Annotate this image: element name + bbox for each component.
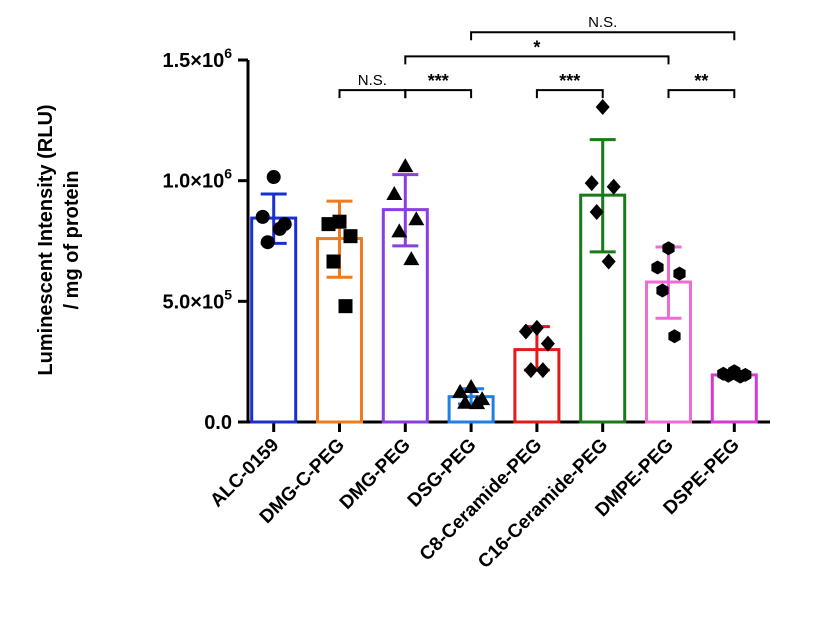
point-0-1 xyxy=(255,209,270,224)
significance-brackets: N.S. *** *** ***N.S. xyxy=(338,14,736,99)
point-1-2 xyxy=(343,229,358,244)
point-0-3 xyxy=(260,235,275,250)
point-7-4 xyxy=(734,369,747,384)
y-axis-title-line2: / mg of protein xyxy=(61,171,83,310)
category-label-2: DMG-PEG xyxy=(336,435,415,514)
y-tick-label-3: 1.5×106 xyxy=(162,45,232,72)
point-4-1 xyxy=(518,323,533,340)
axes: 0.0 5.0×105 1.0×106 1.5×106 xyxy=(162,45,770,434)
point-3-4 xyxy=(469,395,486,410)
point-2-1 xyxy=(386,185,403,200)
point-4-0 xyxy=(529,319,544,336)
y-tick-label-1: 5.0×105 xyxy=(162,286,232,313)
category-label-5: C16-Ceramide-PEG xyxy=(474,435,612,573)
point-5-0 xyxy=(595,99,610,116)
point-6-3 xyxy=(656,283,669,298)
bracket-label-5: N.S. xyxy=(588,14,617,31)
point-5-1 xyxy=(584,175,599,192)
y-tick-label-2: 1.0×106 xyxy=(162,166,232,193)
point-3-1 xyxy=(452,383,469,398)
bracket-4 xyxy=(404,55,670,65)
bracket-label-0: N.S. xyxy=(358,72,387,89)
point-5-4 xyxy=(601,253,616,270)
bracket-0 xyxy=(338,89,407,99)
point-7-3 xyxy=(722,368,735,383)
point-6-2 xyxy=(673,266,686,281)
bracket-5 xyxy=(470,31,736,41)
point-0-4 xyxy=(272,221,287,236)
y-axis-title-line1: Luminescent Intensity (RLU) xyxy=(35,104,57,375)
y-tick-label-0: 0.0 xyxy=(204,412,232,434)
category-label-4: C8-Ceramide-PEG xyxy=(416,435,547,566)
bracket-label-3: ** xyxy=(694,71,708,91)
point-3-3 xyxy=(457,394,474,409)
bracket-label-1: *** xyxy=(428,71,449,91)
point-0-0 xyxy=(266,170,281,185)
point-1-3 xyxy=(326,254,341,269)
data-points xyxy=(255,99,752,410)
bracket-label-2: *** xyxy=(559,71,580,91)
point-6-1 xyxy=(651,260,664,275)
point-4-3 xyxy=(523,362,538,379)
point-1-0 xyxy=(332,214,347,229)
category-labels: ALC-0159DMG-C-PEGDMG-PEGDSG-PEGC8-Cerami… xyxy=(206,435,743,573)
point-2-4 xyxy=(403,251,420,266)
bar-7 xyxy=(710,373,758,424)
bracket-2 xyxy=(535,89,604,99)
point-5-2 xyxy=(606,178,621,195)
bracket-1 xyxy=(404,89,473,99)
point-1-1 xyxy=(321,217,336,232)
bracket-3 xyxy=(667,89,736,99)
bracket-label-4: * xyxy=(533,37,540,57)
point-6-4 xyxy=(668,329,681,344)
point-3-0 xyxy=(463,379,480,394)
point-4-2 xyxy=(540,335,555,352)
point-5-3 xyxy=(589,204,604,221)
point-4-4 xyxy=(535,362,550,379)
point-1-4 xyxy=(338,299,353,314)
point-6-0 xyxy=(662,241,675,256)
point-2-3 xyxy=(391,223,408,238)
bar-0 xyxy=(250,216,298,424)
point-2-2 xyxy=(408,211,425,226)
point-2-0 xyxy=(397,158,414,173)
y-axis-title: Luminescent Intensity (RLU) / mg of prot… xyxy=(35,104,83,375)
